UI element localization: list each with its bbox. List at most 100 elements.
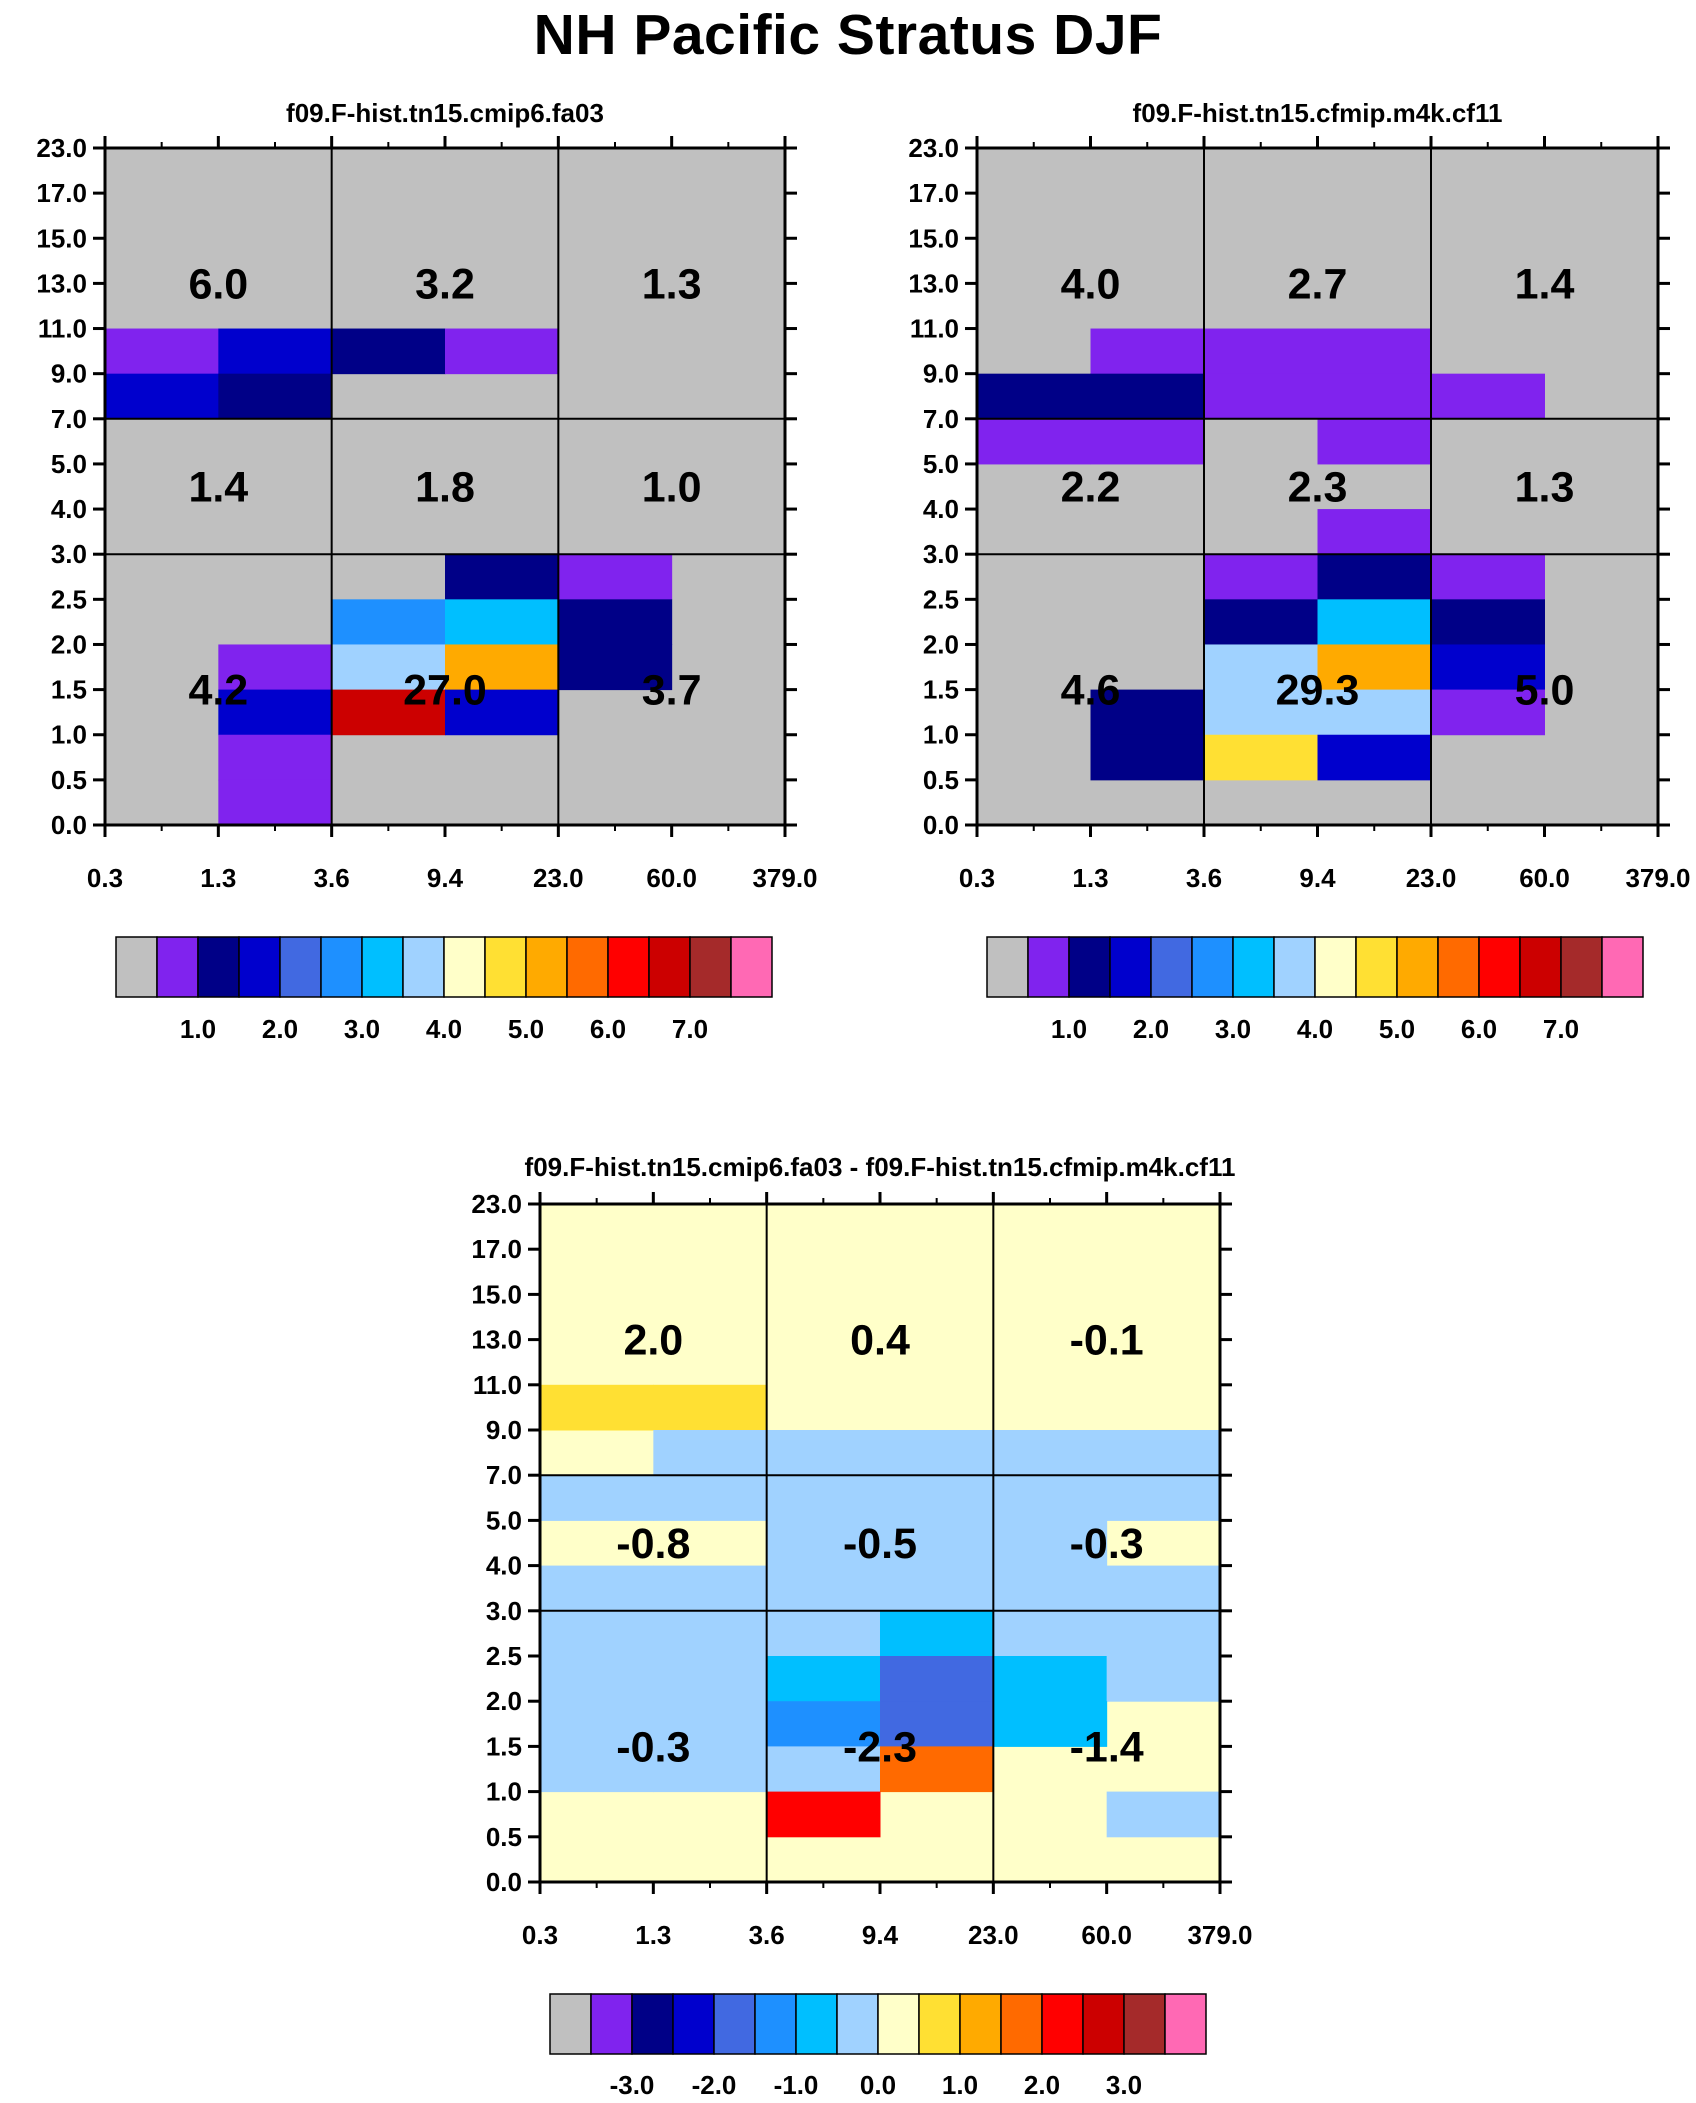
- heatmap-cell: [445, 689, 559, 736]
- heatmap-cell: [445, 328, 559, 375]
- colorbar-swatch: [607, 936, 650, 998]
- heatmap-cell: [331, 689, 446, 736]
- group-value-label: -2.3: [843, 1723, 917, 1771]
- heatmap-cell: [880, 1475, 994, 1521]
- heatmap-cell: [880, 1565, 994, 1612]
- group-value-label: 1.0: [642, 464, 702, 512]
- heatmap-cell: [540, 1610, 654, 1657]
- heatmap-cell: [1431, 554, 1545, 600]
- group-value-label: 3.2: [415, 260, 475, 308]
- colorbar-swatch: [443, 936, 486, 998]
- colorbar-swatch: [484, 936, 527, 998]
- heatmap-cell: [1431, 689, 1545, 736]
- y-tick-label: 13.0: [471, 1325, 522, 1355]
- y-tick-label: 5.0: [51, 449, 87, 479]
- colorbar-swatch: [1314, 936, 1357, 998]
- y-tick-label: 17.0: [36, 178, 87, 208]
- heatmap-cell: [105, 373, 219, 420]
- colorbar-swatch: [713, 1993, 756, 2055]
- heatmap-cell: [1317, 418, 1432, 465]
- group-value-label: 0.4: [850, 1317, 910, 1365]
- y-tick-label: 1.5: [923, 675, 959, 705]
- colorbar-label: 7.0: [672, 1014, 708, 1044]
- colorbar-swatch: [1082, 1993, 1125, 2055]
- heatmap-cell: [993, 1701, 1108, 1747]
- colorbar-label: 3.0: [1215, 1014, 1251, 1044]
- heatmap-cell: [766, 1430, 881, 1476]
- y-tick-label: 3.0: [923, 539, 959, 569]
- y-tick-label: 15.0: [471, 1279, 522, 1309]
- colorbar-swatch: [648, 936, 691, 998]
- y-tick-label: 0.5: [486, 1822, 522, 1852]
- heatmap-cell: [1431, 599, 1545, 645]
- colorbar-label: -3.0: [610, 2070, 655, 2100]
- colorbar-label: 0.0: [860, 2070, 896, 2100]
- heatmap-cell: [218, 644, 333, 691]
- colorbar-label: -2.0: [692, 2070, 737, 2100]
- colorbar-swatch: [566, 936, 609, 998]
- colorbar: 1.0 2.0 3.0 4.0 5.0 6.0 7.0: [115, 936, 773, 1044]
- heatmap-cell: [766, 1791, 881, 1838]
- page-title: NH Pacific Stratus DJF: [533, 3, 1163, 67]
- heatmap-panel-2: 0.0 0.5 1.0 1.5 2.0 2.5 3.0 4.0 5.0 7.0 9.0 11.0 13.…: [908, 98, 1690, 1044]
- y-tick-label: 17.0: [471, 1234, 522, 1264]
- colorbar-swatch: [986, 936, 1029, 998]
- y-tick-label: 0.0: [486, 1867, 522, 1897]
- colorbar-swatch: [877, 1993, 920, 2055]
- heatmap-cell: [993, 1565, 1108, 1612]
- x-tick-label: 9.4: [427, 863, 464, 893]
- y-tick-label: 15.0: [908, 223, 959, 253]
- group-value-label: 4.6: [1061, 667, 1121, 715]
- heatmap-cell: [653, 1746, 768, 1793]
- y-tick-label: 7.0: [51, 404, 87, 434]
- heatmap-cell: [977, 418, 1091, 465]
- colorbar-swatch: [1232, 936, 1275, 998]
- colorbar-swatch: [1191, 936, 1234, 998]
- heatmap-cell: [766, 1610, 881, 1657]
- heatmap-cell: [445, 599, 559, 645]
- colorbar-swatch: [549, 1993, 592, 2055]
- x-tick-label: 1.3: [200, 863, 236, 893]
- heatmap-cell: [1317, 599, 1432, 645]
- heatmap-cell: [1106, 1610, 1221, 1657]
- heatmap-cell: [218, 779, 333, 826]
- colorbar-swatch: [730, 936, 773, 998]
- heatmap-cell: [653, 1430, 768, 1476]
- heatmap-cell: [218, 328, 333, 375]
- heatmap-cell: [880, 1746, 994, 1793]
- group-value-label: -1.4: [1070, 1723, 1144, 1771]
- colorbar-swatch: [402, 936, 445, 998]
- group-value-label: -0.8: [616, 1520, 690, 1568]
- heatmap-cell: [1106, 1791, 1221, 1838]
- colorbar-swatch: [672, 1993, 715, 2055]
- heatmap-cell: [766, 1565, 881, 1612]
- heatmap-cell: [653, 1475, 768, 1521]
- heatmap-cell: [540, 1746, 654, 1793]
- x-tick-label: 0.3: [959, 863, 995, 893]
- colorbar-swatch: [1109, 936, 1152, 998]
- y-tick-label: 1.5: [486, 1731, 522, 1761]
- colorbar-swatch: [795, 1993, 838, 2055]
- heatmap-cell: [445, 644, 559, 691]
- colorbar-swatch: [279, 936, 322, 998]
- colorbar-label: -1.0: [774, 2070, 819, 2100]
- heatmap-cell: [993, 1430, 1108, 1476]
- heatmap-cell: [218, 734, 333, 781]
- heatmap-cell: [1431, 373, 1545, 420]
- group-value-label: 3.7: [642, 667, 702, 715]
- colorbar-swatch: [1396, 936, 1439, 998]
- heatmap-cell: [540, 1475, 654, 1521]
- y-tick-label: 2.5: [923, 584, 959, 614]
- group-value-label: -0.3: [616, 1723, 690, 1771]
- colorbar-swatch: [1123, 1993, 1166, 2055]
- colorbar-label: 3.0: [344, 1014, 380, 1044]
- y-tick-label: 2.5: [51, 584, 87, 614]
- colorbar-swatch: [1478, 936, 1521, 998]
- x-tick-label: 379.0: [1187, 1920, 1252, 1950]
- y-tick-label: 9.0: [486, 1415, 522, 1445]
- group-value-label: -0.3: [1070, 1520, 1144, 1568]
- heatmap-cell: [653, 1565, 768, 1612]
- colorbar-swatch: [1068, 936, 1111, 998]
- heatmap-cell: [1204, 644, 1318, 691]
